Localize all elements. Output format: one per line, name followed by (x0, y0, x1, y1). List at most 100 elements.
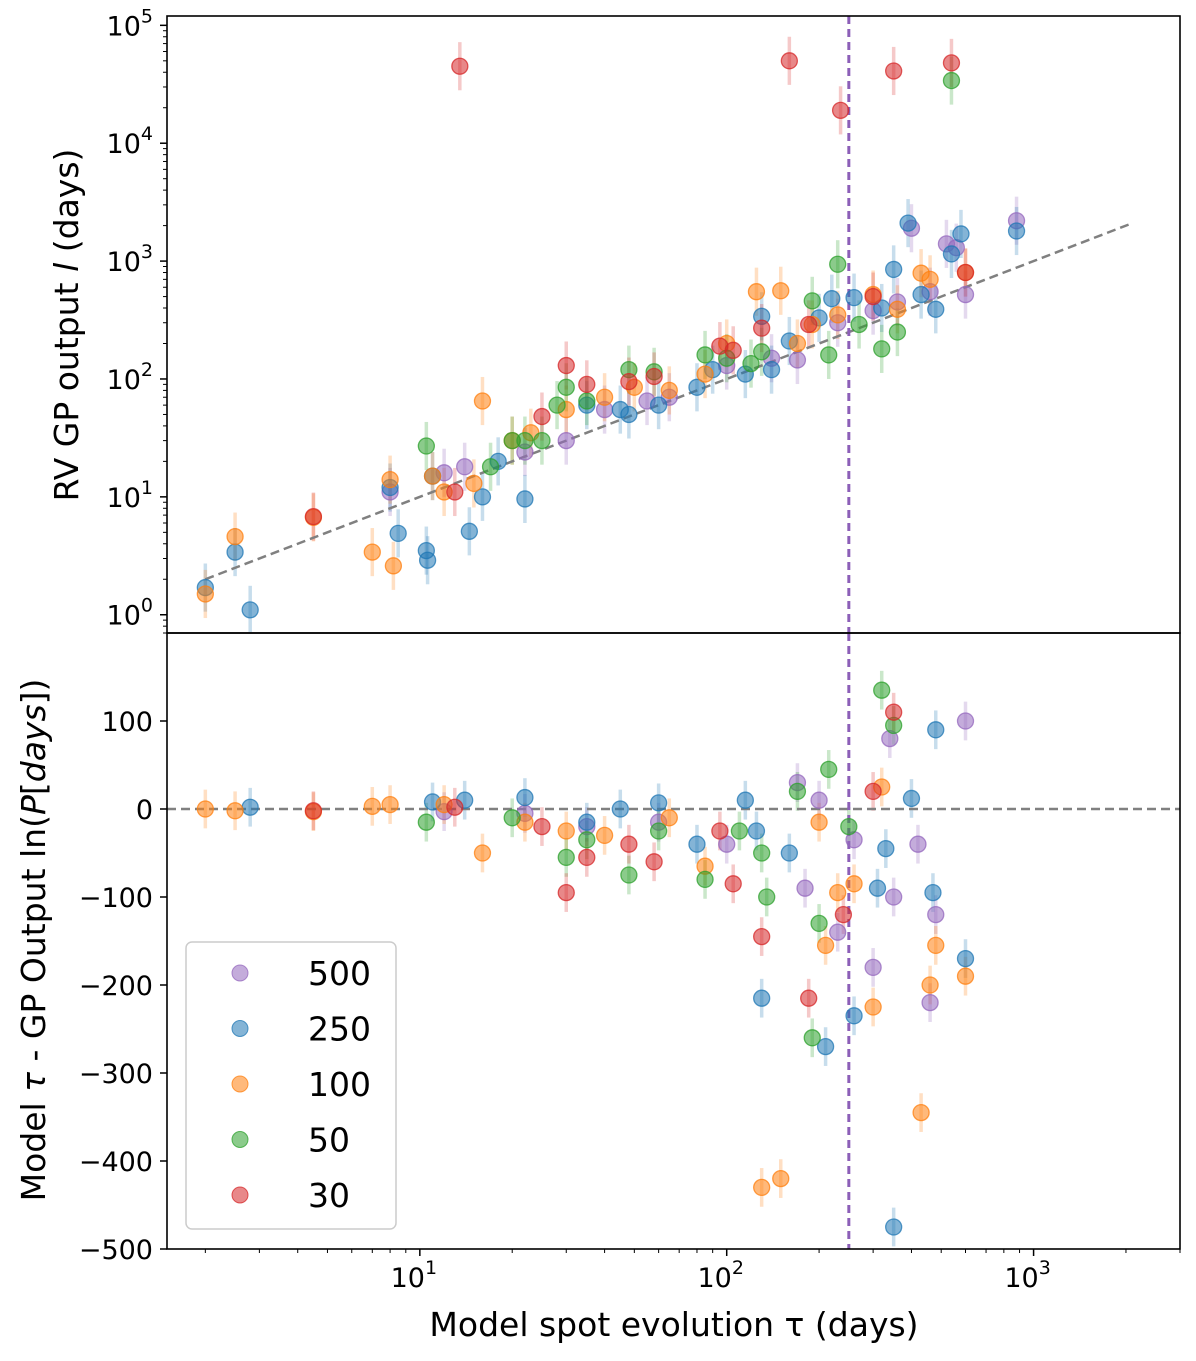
top-point-50 (820, 346, 838, 364)
bottom-point-50 (503, 809, 521, 827)
top-point-30 (831, 101, 850, 120)
bottom-point-100 (772, 1169, 790, 1188)
top-point-30 (533, 407, 551, 426)
top-point-100 (595, 388, 614, 406)
top-point-250 (226, 543, 244, 561)
bottom-point-100 (921, 976, 939, 994)
bottom-point-50 (758, 888, 776, 906)
top-y-axis-label: RV GP output l (days) (47, 149, 86, 502)
legend-label-500: 500 (308, 954, 371, 993)
top-point-100 (772, 282, 790, 300)
top-point-50 (850, 315, 868, 334)
top-point-30 (304, 507, 323, 526)
bottom-point-30 (711, 822, 729, 840)
bottom-point-250 (924, 883, 942, 902)
bottom-point-30 (885, 703, 903, 721)
top-point-50 (516, 431, 534, 450)
y-tick-label: −100 (79, 883, 153, 914)
top-point-50 (942, 71, 961, 90)
bottom-point-50 (803, 1029, 821, 1047)
top-point-250 (952, 225, 970, 243)
bottom-point-500 (909, 835, 927, 853)
top-point-50 (873, 340, 891, 358)
top-point-250 (389, 524, 407, 543)
legend-marker-500 (231, 964, 249, 982)
bottom-point-50 (649, 822, 668, 840)
top-point-50 (742, 354, 760, 373)
bottom-point-30 (753, 927, 771, 946)
top-point-250 (516, 490, 534, 508)
x-axis-label: Model spot evolution τ (days) (429, 1305, 918, 1344)
y-tick-label: 104 (107, 123, 153, 160)
legend-marker-100 (231, 1075, 249, 1093)
bottom-point-250 (927, 721, 945, 739)
bottom-point-250 (241, 798, 259, 816)
bottom-point-100 (816, 936, 835, 955)
bottom-point-100 (557, 822, 575, 840)
bottom-point-100 (956, 967, 975, 985)
y-tick-label: −500 (79, 1235, 153, 1266)
bottom-point-50 (696, 870, 714, 889)
bottom-point-250 (578, 813, 596, 831)
bottom-point-500 (885, 888, 903, 906)
top-point-50 (803, 292, 821, 310)
bottom-point-100 (912, 1103, 930, 1122)
top-point-100 (473, 392, 492, 410)
bottom-point-100 (864, 998, 882, 1016)
bottom-point-250 (877, 839, 895, 858)
top-point-30 (578, 375, 596, 394)
top-point-250 (473, 488, 492, 506)
legend-box (185, 941, 397, 1230)
bottom-point-250 (516, 788, 534, 807)
bottom-point-30 (446, 798, 464, 816)
bottom-plot-frame (166, 632, 1181, 1250)
top-point-50 (829, 255, 847, 273)
top-point-100 (921, 270, 939, 289)
y-tick-label: 103 (107, 241, 153, 278)
bottom-point-100 (927, 936, 945, 955)
bottom-point-50 (730, 822, 749, 840)
bottom-point-250 (816, 1037, 835, 1056)
top-point-50 (557, 378, 575, 396)
bottom-y-ticks: 100 0 −100 −200 −300 −400 −500 (79, 707, 167, 1266)
top-point-30 (557, 356, 575, 375)
bottom-point-250 (736, 791, 754, 809)
bottom-point-30 (557, 883, 575, 902)
bottom-point-50 (840, 817, 858, 836)
bottom-point-100 (226, 802, 244, 820)
top-point-100 (465, 474, 483, 493)
bottom-point-30 (645, 853, 663, 871)
top-point-30 (446, 483, 464, 501)
bottom-point-250 (649, 794, 668, 812)
top-point-250 (912, 285, 930, 304)
legend-marker-250 (231, 1020, 249, 1037)
top-point-50 (578, 392, 596, 410)
bottom-point-500 (921, 993, 939, 1012)
y-tick-label: 102 (107, 359, 153, 396)
bottom-point-250 (902, 789, 921, 808)
top-point-30 (885, 62, 903, 80)
y-tick-label: 105 (107, 5, 153, 42)
top-point-30 (942, 54, 961, 72)
top-point-100 (226, 527, 244, 546)
x-tick-label: 102 (697, 1257, 743, 1294)
top-point-250 (845, 288, 863, 307)
bottom-point-250 (868, 879, 887, 897)
legend-label-100: 100 (308, 1065, 371, 1104)
top-point-250 (899, 214, 917, 232)
top-point-250 (620, 405, 638, 424)
top-point-50 (481, 458, 500, 476)
top-point-100 (384, 557, 403, 575)
bottom-point-30 (620, 835, 638, 853)
top-panel: 100 101 102 103 104 105 RV GP output l (days) (47, 5, 1133, 634)
top-point-500 (557, 431, 575, 450)
bottom-point-100 (829, 883, 847, 902)
bottom-point-50 (873, 681, 891, 699)
bottom-point-100 (753, 1178, 771, 1197)
y-tick-label: −200 (79, 971, 153, 1002)
top-point-100 (381, 470, 399, 489)
bottom-point-30 (304, 802, 323, 820)
x-tick-label: 103 (1004, 1257, 1050, 1294)
bottom-point-50 (753, 844, 771, 862)
